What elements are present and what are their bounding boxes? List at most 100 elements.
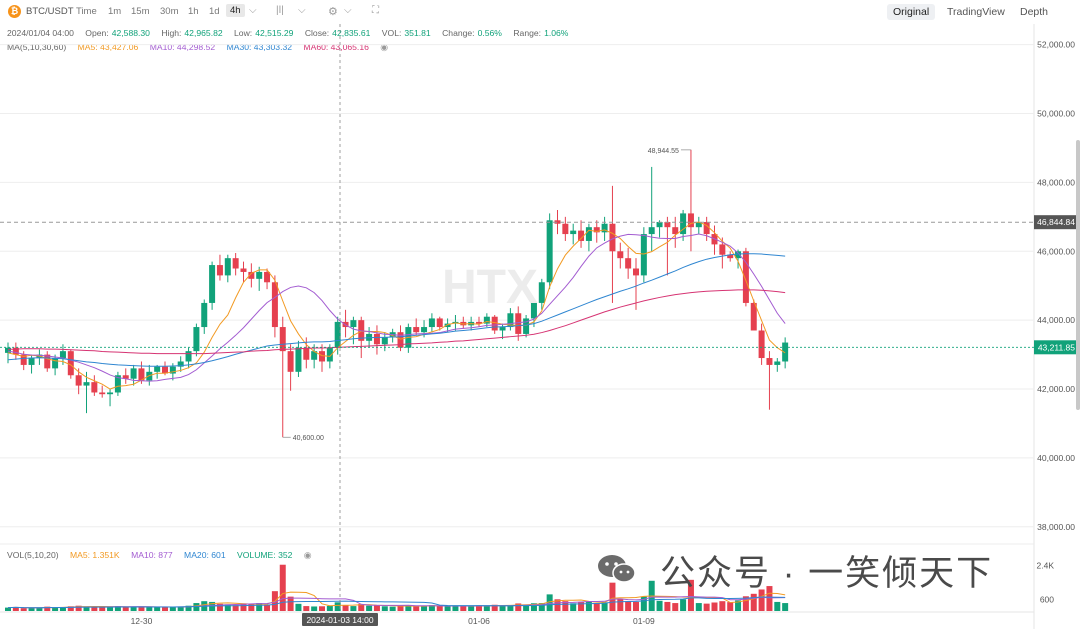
tab-30m[interactable]: 30m: [160, 6, 179, 17]
volume-bar: [67, 606, 74, 611]
volume-bar: [303, 606, 310, 611]
volume-bar: [358, 604, 365, 611]
volume-bar: [483, 605, 490, 611]
volume-bar: [578, 601, 585, 611]
price-tick-label: 46,000.00: [1037, 246, 1075, 256]
volume-bar: [248, 604, 255, 611]
tab-1m[interactable]: 1m: [108, 6, 122, 17]
min-annotation: 40,600.00: [293, 435, 324, 442]
candle-body: [130, 368, 137, 379]
volume-bar: [146, 607, 153, 611]
info-low: Low: 42,515.29: [234, 28, 294, 38]
price-tick-label: 48,000.00: [1037, 177, 1075, 187]
volume-bar: [59, 607, 66, 611]
tab-depth[interactable]: Depth: [1020, 6, 1049, 18]
volume-bar: [421, 606, 428, 611]
overlay: 46,844.84 43,211.85 2024-01-03 14:00 48,944…: [0, 24, 1078, 626]
candle-body: [483, 316, 490, 324]
candle-body: [162, 366, 168, 374]
volume-bar: [83, 606, 90, 611]
candle-body: [248, 271, 255, 279]
volume-bar: [444, 606, 451, 611]
candle-body: [83, 382, 90, 386]
tab-original[interactable]: Original: [887, 4, 936, 20]
volume-bar: [468, 605, 475, 611]
volume-bar: [476, 605, 482, 611]
fullscreen-icon[interactable]: ⛶: [372, 5, 379, 16]
eye-icon[interactable]: ◉: [380, 42, 389, 52]
tab-15m[interactable]: 15m: [131, 6, 150, 17]
settings-icon[interactable]: ⚙: [328, 6, 338, 18]
volume-bar: [216, 603, 223, 611]
tab-tradingview[interactable]: TradingView: [947, 6, 1005, 18]
ma30-value: MA30: 43,303.32: [226, 42, 293, 52]
volume-bar: [727, 602, 734, 611]
info-open: Open: 42,588.30: [85, 28, 150, 38]
volume-bar: [177, 606, 184, 611]
info-close: Close: 42,835.61: [304, 28, 371, 38]
volume-bar: [601, 602, 608, 611]
volume-bar: [585, 601, 592, 611]
vol-title: VOL(5,10,20): [7, 550, 59, 560]
chevron-down-icon[interactable]: ⌵: [298, 5, 306, 16]
candle-body: [114, 375, 121, 393]
volume-bar: [515, 603, 522, 611]
candle-body: [12, 347, 19, 355]
volume-bar: [766, 586, 773, 611]
candle-body: [444, 323, 451, 328]
volume-tick-label: 2.4K: [1037, 561, 1055, 571]
eye-icon[interactable]: ◉: [303, 550, 312, 560]
candle-body: [256, 271, 263, 279]
volume-bar: [719, 601, 726, 611]
chevron-down-icon[interactable]: ⌵: [249, 5, 257, 16]
candle-body: [154, 366, 161, 372]
tab-1h[interactable]: 1h: [188, 6, 199, 17]
info-change: Change: 0.56%: [442, 28, 502, 38]
ma-legend: MA(5,10,30,60) MA5: 43,427.06 MA10: 44,2…: [7, 42, 397, 53]
bitcoin-icon: ₿: [8, 5, 21, 18]
volume-tick-label: 600: [1040, 595, 1054, 605]
volume-bar: [366, 605, 373, 611]
candle-body: [303, 347, 310, 360]
candle-body: [428, 318, 435, 328]
tab-1d[interactable]: 1d: [209, 6, 220, 17]
ma60-line: [7, 289, 786, 355]
info-high: High: 42,965.82: [161, 28, 223, 38]
ma10-line: [7, 233, 786, 382]
ma-title: MA(5,10,30,60): [7, 42, 67, 52]
volume-bar: [169, 607, 176, 611]
candle-body: [774, 361, 781, 365]
candle-body: [601, 223, 608, 233]
info-range: Range: 1.06%: [513, 28, 569, 38]
wechat-logo: [598, 555, 636, 583]
candle-body: [750, 302, 757, 331]
candle-body: [193, 327, 200, 352]
volume-bar: [523, 604, 530, 611]
tab-4h[interactable]: 4h: [226, 4, 245, 17]
tab-time[interactable]: Time: [76, 6, 97, 17]
candle-body: [91, 382, 98, 393]
vol-legend: VOL(5,10,20) MA5: 1.351K MA10: 877 MA20:…: [7, 550, 321, 561]
chevron-down-icon[interactable]: ⌵: [344, 5, 352, 16]
volume-bar: [162, 606, 168, 611]
dashed-price-label: 46,844.84: [1037, 217, 1075, 227]
candle-body: [326, 347, 333, 362]
ma10-value: MA10: 44,298.52: [149, 42, 216, 52]
candle-body: [648, 227, 655, 235]
time-tick-label: 01-09: [633, 616, 655, 626]
volume-bar: [491, 604, 498, 611]
candle-body: [107, 392, 114, 395]
max-annotation: 48,944.55: [648, 148, 679, 155]
scrollbar[interactable]: [1076, 140, 1080, 410]
candle-body: [334, 321, 341, 348]
price-tick-label: 40,000.00: [1037, 453, 1075, 463]
volume-bar: [279, 564, 286, 611]
crosshair-time-tag: [302, 613, 378, 626]
candle-body: [216, 265, 223, 276]
volume-bar: [436, 605, 443, 611]
ma-lines: [7, 221, 786, 390]
indicator-icon[interactable]: |ǀ|: [276, 5, 284, 16]
volume-bar: [656, 600, 663, 611]
volume-bar: [680, 599, 687, 611]
